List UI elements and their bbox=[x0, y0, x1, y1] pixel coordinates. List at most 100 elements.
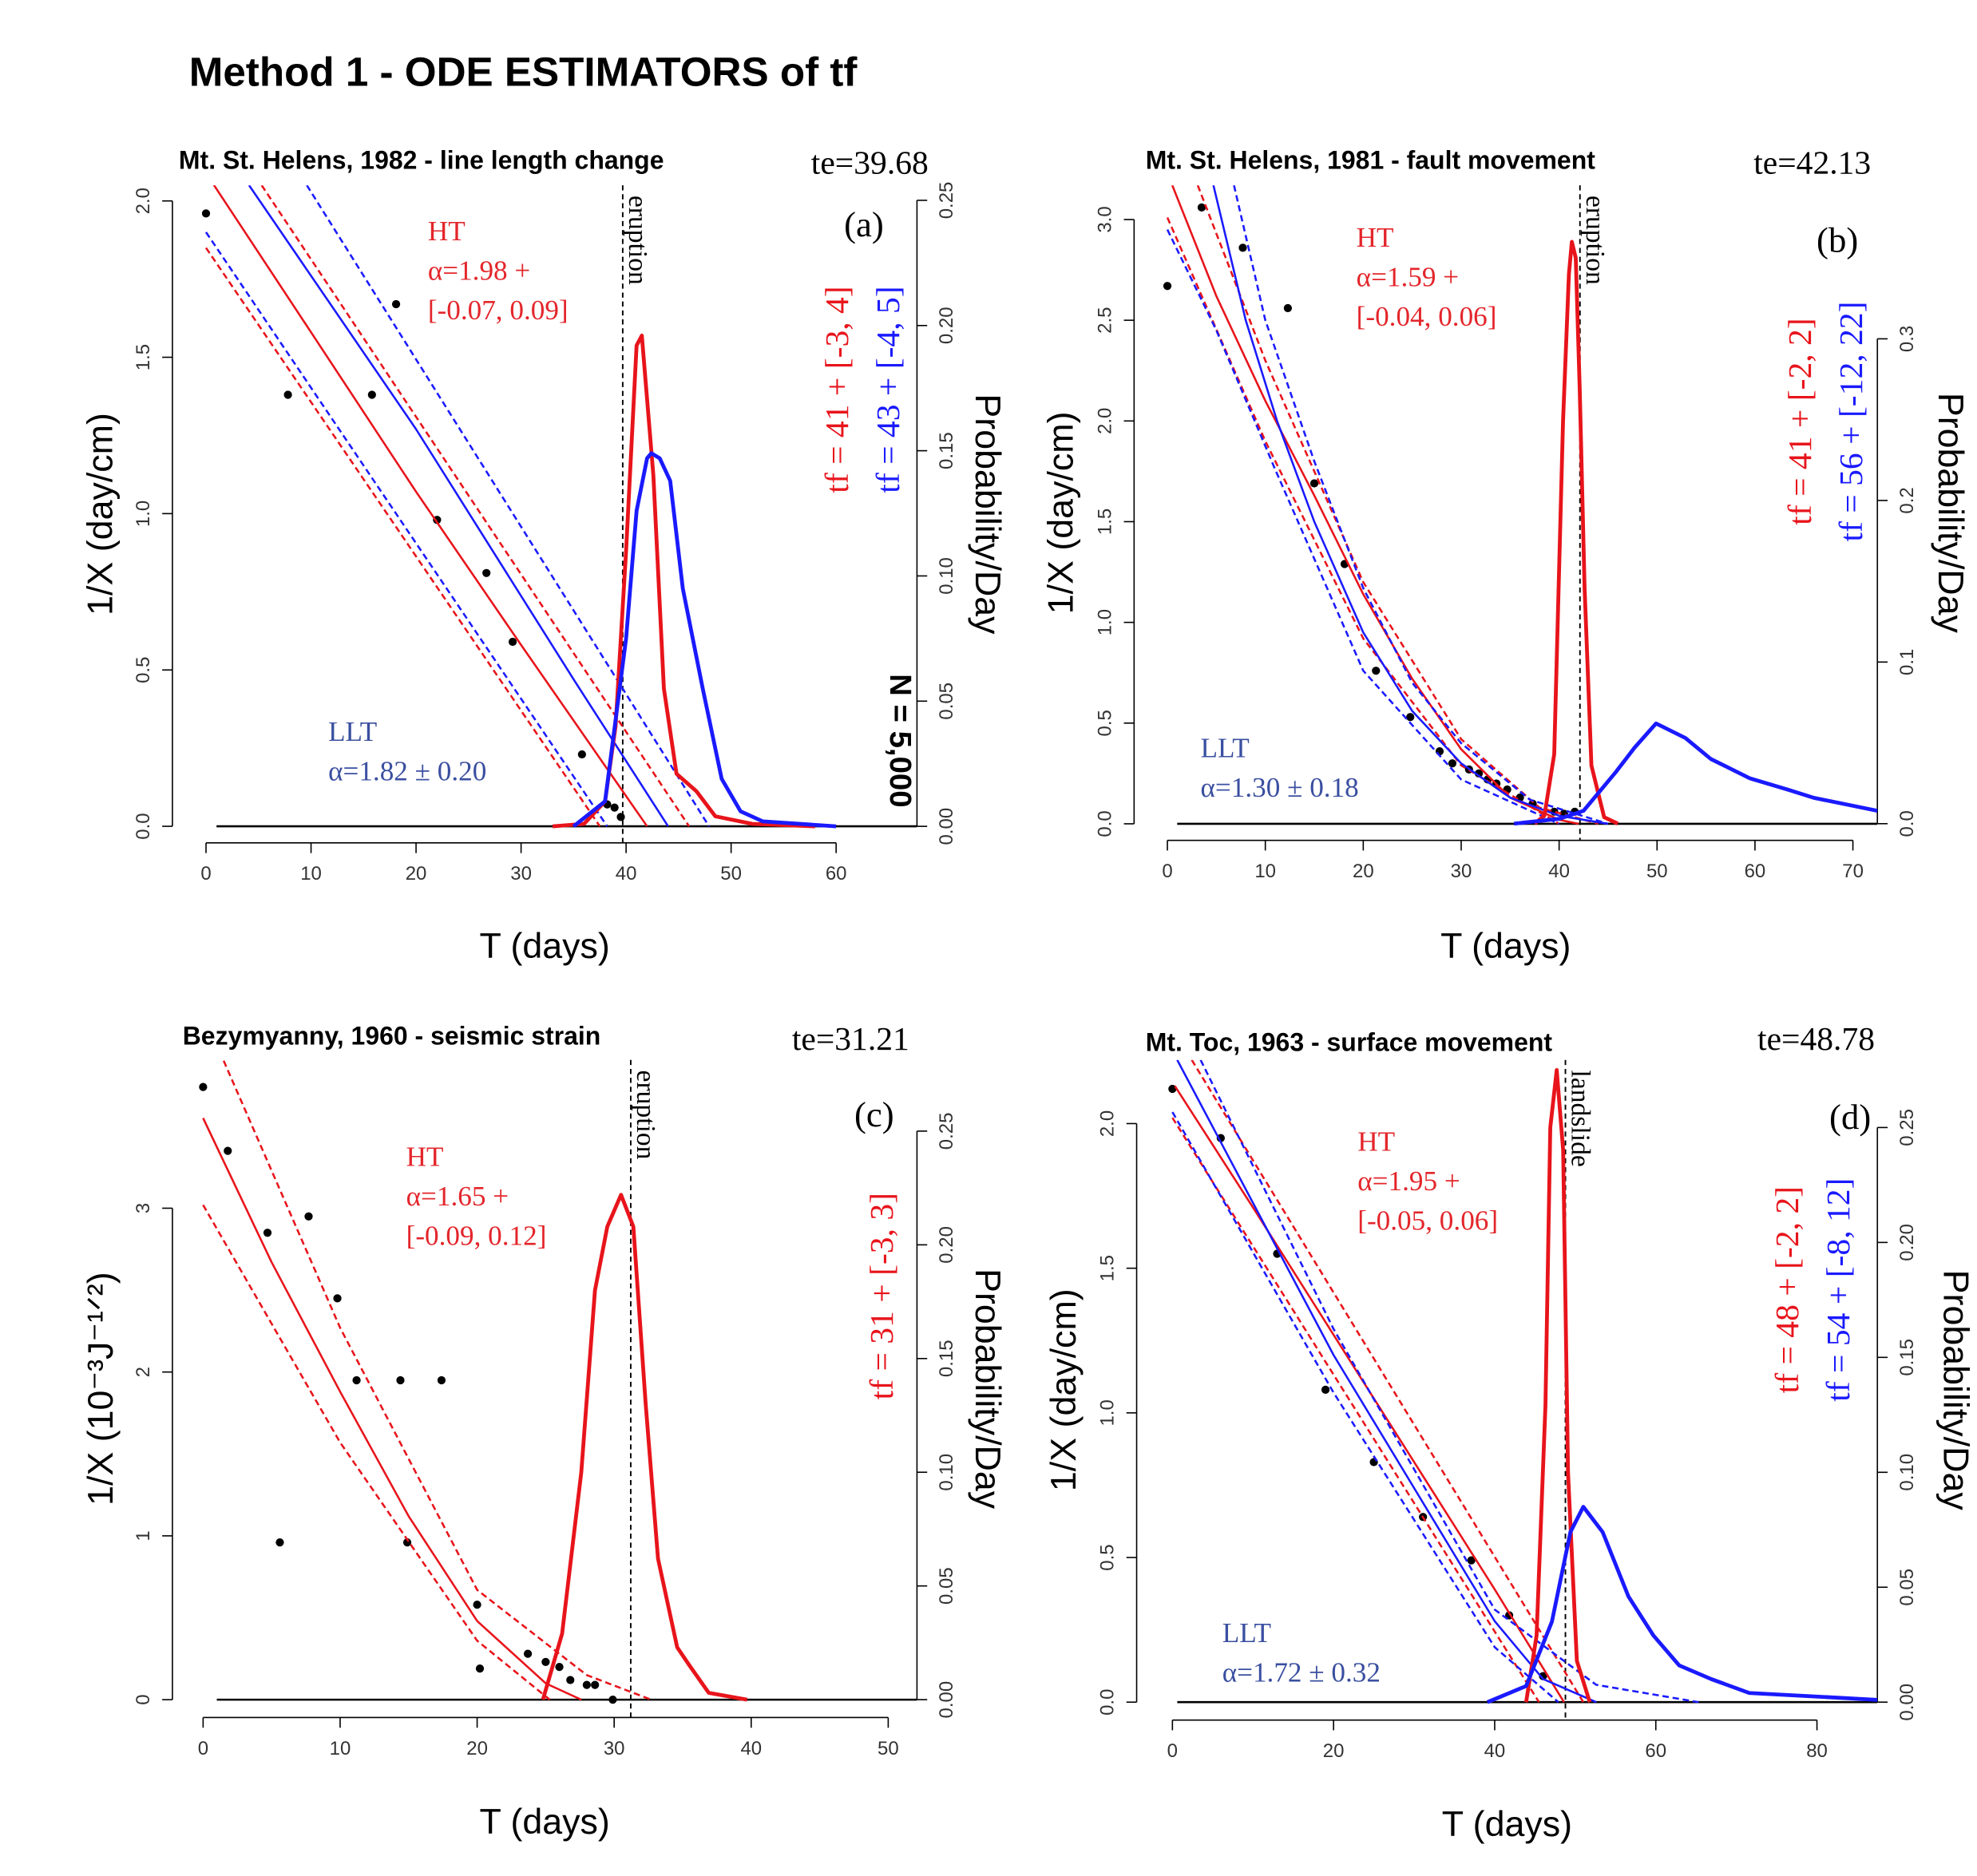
data-point bbox=[555, 1662, 564, 1672]
plot-area bbox=[201, 185, 917, 829]
y-tick-label: 2.5 bbox=[1095, 307, 1116, 333]
density-curve bbox=[1486, 1505, 1878, 1704]
panel: 0 10 20 30 40 50 60 0.0 0.5 1.0 1.5 2.0 0.00 0.05 0.10… bbox=[81, 144, 1008, 966]
x-tick-label: 60 bbox=[1645, 1740, 1666, 1762]
bound-line bbox=[1171, 1117, 1540, 1703]
y2-tick-label: 0.25 bbox=[936, 1113, 957, 1150]
y-axis-label: 1/X (day/cm) bbox=[1044, 1288, 1084, 1491]
x-tick-label: 30 bbox=[604, 1738, 625, 1759]
y2-tick-label: 0.3 bbox=[1896, 326, 1918, 352]
y2-tick-label: 0.05 bbox=[1896, 1569, 1918, 1606]
x-tick-label: 10 bbox=[300, 863, 322, 885]
panel-title: Mt. Toc, 1963 - surface movement bbox=[1146, 1028, 1553, 1057]
x-tick-label: 40 bbox=[740, 1738, 762, 1759]
bound-line bbox=[1199, 1059, 1699, 1704]
panel-letter: (c) bbox=[854, 1094, 894, 1134]
data-point bbox=[582, 1680, 591, 1689]
data-point bbox=[566, 1676, 575, 1684]
panel-letter: (d) bbox=[1829, 1097, 1871, 1137]
y2-tick-label: 0.20 bbox=[936, 307, 957, 344]
y2-tick-label: 0.05 bbox=[936, 683, 957, 720]
y2-tick-label: 0.1 bbox=[1896, 649, 1918, 675]
density-curve bbox=[1513, 721, 1878, 826]
panel: 0 10 20 30 40 50 60 70 0.0 0.5 1.0 1.5 2.0 2.5 3.0 0.0 0… bbox=[1041, 144, 1971, 966]
panel-letter: (b) bbox=[1817, 220, 1858, 259]
y-tick-label: 3.0 bbox=[1095, 206, 1116, 232]
data-point bbox=[610, 803, 619, 812]
ht-label: HT bbox=[406, 1142, 444, 1173]
x-tick-label: 80 bbox=[1806, 1740, 1828, 1762]
bound-line bbox=[204, 232, 608, 827]
y-tick-label: 1.0 bbox=[133, 501, 154, 527]
y-tick-label: 0.0 bbox=[1095, 810, 1116, 837]
bound-line bbox=[202, 1204, 551, 1701]
fit-line bbox=[1212, 185, 1609, 825]
data-point bbox=[1448, 759, 1457, 768]
x-tick-label: 0 bbox=[198, 1738, 208, 1759]
y2-tick-label: 0.10 bbox=[936, 557, 957, 595]
data-point bbox=[1309, 479, 1319, 488]
x-tick-label: 20 bbox=[466, 1738, 488, 1759]
bound-line bbox=[260, 185, 691, 827]
density-curve bbox=[541, 1193, 748, 1702]
x-tick-label: 30 bbox=[510, 863, 532, 885]
ht-label: [-0.05, 0.06] bbox=[1357, 1205, 1498, 1236]
y2-tick-label: 0.00 bbox=[936, 1681, 957, 1719]
tf-label: tf = 41 + [-2, 2] bbox=[1781, 318, 1818, 524]
plot-area bbox=[1163, 185, 1878, 826]
ht-label: [-0.07, 0.09] bbox=[428, 295, 569, 326]
fit-line bbox=[248, 185, 669, 827]
y-tick-label: 0.5 bbox=[133, 657, 154, 683]
data-point bbox=[475, 1664, 485, 1673]
x-tick-label: 40 bbox=[1484, 1740, 1506, 1762]
y-tick-label: 2.0 bbox=[1095, 408, 1116, 434]
y-tick-label: 1.5 bbox=[1097, 1255, 1119, 1281]
y-tick-label: 1.0 bbox=[1095, 609, 1116, 635]
y-tick-label: 2 bbox=[133, 1367, 154, 1377]
data-point bbox=[1163, 282, 1172, 291]
y2-tick-label: 0.00 bbox=[1896, 1684, 1918, 1721]
te-label: te=31.21 bbox=[792, 1020, 909, 1057]
x-tick-label: 10 bbox=[330, 1738, 351, 1759]
ht-label: HT bbox=[428, 216, 466, 247]
bound-line bbox=[1166, 216, 1560, 825]
data-point bbox=[1283, 303, 1293, 313]
data-point bbox=[304, 1212, 313, 1221]
bound-line bbox=[204, 247, 601, 827]
x-tick-label: 40 bbox=[1548, 861, 1570, 882]
tf-label: tf = 41 + [-3, 4] bbox=[818, 286, 855, 493]
bound-line bbox=[1191, 1059, 1585, 1703]
y2-tick-label: 0.2 bbox=[1896, 487, 1918, 513]
y2-tick-label: 0.20 bbox=[936, 1226, 957, 1264]
panel: 0 20 40 60 80 0.0 0.5 1.0 1.5 2.0 0.00 0.05 0.10 0.15… bbox=[1044, 1020, 1976, 1844]
data-point bbox=[402, 1538, 412, 1547]
data-point bbox=[616, 813, 625, 821]
x-tick-label: 70 bbox=[1842, 861, 1864, 882]
event-label: landslide bbox=[1566, 1071, 1595, 1167]
panel: 0 10 20 30 40 50 0 1 2 3 0.00 0.05 0.10 0.15 0.20 0.25 T… bbox=[81, 1020, 1008, 1842]
data-point bbox=[1321, 1385, 1330, 1394]
llt-label: LLT bbox=[1201, 733, 1250, 764]
y-axis-label: 1/X (day/cm) bbox=[1041, 412, 1081, 615]
data-point bbox=[508, 637, 517, 647]
bound-line bbox=[1171, 1111, 1559, 1704]
te-label: te=48.78 bbox=[1757, 1020, 1875, 1057]
tf-label: tf = 48 + [-2, 2] bbox=[1769, 1186, 1805, 1393]
tf-label: tf = 56 + [-12, 22] bbox=[1832, 302, 1869, 542]
y-tick-label: 2.0 bbox=[1097, 1110, 1119, 1137]
data-point bbox=[473, 1600, 481, 1609]
y-tick-label: 0.5 bbox=[1097, 1544, 1119, 1570]
y2-axis-label: Probability/Day bbox=[968, 394, 1008, 635]
y-tick-label: 3 bbox=[133, 1203, 154, 1213]
x-tick-label: 0 bbox=[200, 863, 211, 885]
data-point bbox=[1539, 1672, 1547, 1680]
tf-label: tf = 54 + [-8, 12] bbox=[1820, 1178, 1856, 1402]
fit-line bbox=[1176, 1059, 1597, 1704]
x-tick-label: 20 bbox=[406, 863, 427, 885]
bound-line bbox=[1166, 229, 1560, 825]
panel-title: Mt. St. Helens, 1981 - fault movement bbox=[1146, 145, 1596, 174]
x-tick-label: 50 bbox=[720, 863, 742, 885]
data-point bbox=[275, 1538, 284, 1547]
